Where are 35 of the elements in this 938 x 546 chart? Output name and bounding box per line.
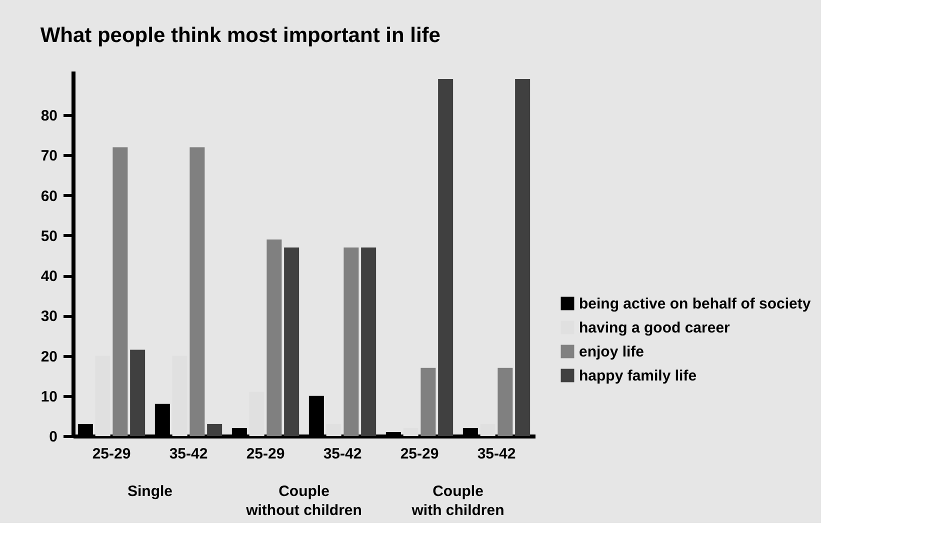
bar (190, 147, 205, 436)
x-tick-label: 25-29 (400, 446, 439, 462)
y-tick-label: 40 (40, 268, 58, 286)
y-tick-label: 60 (40, 188, 58, 205)
bar (361, 247, 376, 436)
y-tick-label: 70 (40, 148, 58, 165)
bar (112, 147, 128, 436)
legend-label: having a good career (579, 320, 730, 336)
x-tick-label: 25-29 (92, 446, 131, 462)
text: Couple with children (410, 483, 504, 519)
legend-label: happy family life (579, 368, 697, 384)
y-tick-label: 80 (40, 108, 58, 125)
y-tick-label: 50 (40, 228, 58, 245)
bar (438, 79, 454, 436)
x-tick-label: 35-42 (477, 446, 516, 462)
legend-label: enjoy life (579, 344, 644, 360)
y-tick-label: 30 (40, 308, 58, 326)
bar (515, 79, 530, 436)
text: Single (127, 483, 173, 500)
bar (344, 247, 359, 436)
y-tick-label: 10 (40, 388, 58, 406)
y-tick-label: 0 (49, 428, 58, 446)
legend-label: being active on behalf of society (579, 296, 812, 312)
y-tick-label: 20 (40, 348, 58, 366)
x-tick-label: 35-42 (323, 446, 362, 462)
bar (207, 424, 222, 436)
bar (130, 350, 146, 436)
bar (266, 239, 282, 436)
bar (498, 368, 513, 436)
x-tick-label: 35-42 (169, 446, 208, 462)
bar (420, 368, 436, 436)
text: Couple without children (245, 483, 362, 519)
bar (284, 247, 300, 436)
chart-title: What people think most important in life (40, 24, 440, 47)
x-tick-label: 25-29 (246, 446, 285, 462)
